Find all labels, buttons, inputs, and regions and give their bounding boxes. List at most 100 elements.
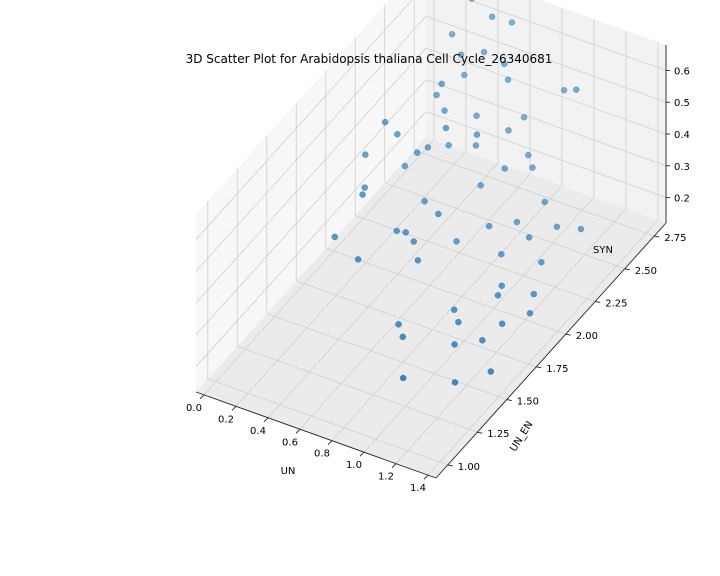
data-point <box>442 124 450 132</box>
data-point <box>513 218 521 226</box>
x-tick-mark <box>199 394 205 400</box>
y-tick-mark <box>624 268 630 271</box>
y-grid-line <box>384 182 625 270</box>
data-point <box>461 71 468 79</box>
x-tick-mark <box>295 428 301 434</box>
y-tick-label: 2.25 <box>605 298 627 309</box>
data-point <box>399 333 407 341</box>
y-tick-mark <box>506 399 512 401</box>
data-point <box>473 112 480 119</box>
z-grid-line <box>425 15 667 103</box>
data-point <box>450 306 458 313</box>
x-tick-label: 0.2 <box>218 414 234 425</box>
data-point <box>485 222 493 230</box>
data-point <box>394 131 401 138</box>
x-tick-mark <box>263 417 269 423</box>
x-grid-line <box>363 196 595 453</box>
data-point <box>525 151 532 159</box>
y-tick-mark <box>447 464 453 467</box>
y-tick-label: 1.25 <box>487 429 509 440</box>
data-point <box>520 113 528 121</box>
z-tick-label: 0.3 <box>674 162 690 173</box>
y-grid-line <box>266 313 507 400</box>
z-grid-line <box>425 79 667 167</box>
data-point <box>505 127 512 134</box>
data-point <box>501 60 508 68</box>
data-point <box>504 76 512 83</box>
chart-title: 3D Scatter Plot for Arabidopsis thaliana… <box>186 52 553 66</box>
x-grid-line <box>203 139 435 396</box>
data-point <box>538 258 545 266</box>
x-tick-label: 1.2 <box>378 472 394 483</box>
y-grid-line <box>237 345 478 433</box>
y-tick-label: 1.00 <box>458 462 480 473</box>
data-point <box>451 341 458 348</box>
z-tick-label: 0.6 <box>674 66 690 77</box>
data-point <box>399 374 407 382</box>
data-point <box>541 198 548 206</box>
y-tick-mark <box>654 235 660 238</box>
y-axis-line <box>435 222 667 479</box>
data-point <box>488 13 496 21</box>
z-axis-label: SYN <box>593 245 613 256</box>
data-point <box>441 107 448 114</box>
data-point <box>433 91 440 99</box>
y-grid-line <box>414 149 655 237</box>
data-point <box>395 321 402 328</box>
data-point <box>402 229 409 236</box>
data-point <box>455 318 462 326</box>
side-pane <box>196 0 426 392</box>
data-point <box>530 290 537 298</box>
data-point <box>472 142 480 149</box>
z-tick-label: 0.4 <box>674 130 690 141</box>
x-grid-line <box>395 208 627 464</box>
x-tick-label: 1.0 <box>346 460 362 471</box>
data-point <box>498 282 505 290</box>
y-tick-mark <box>477 431 483 434</box>
x-tick-label: 0.4 <box>250 426 266 437</box>
data-point <box>414 257 422 264</box>
floor-pane <box>196 137 666 478</box>
y-tick-label: 2.00 <box>576 331 598 342</box>
z-grid-line <box>195 0 413 240</box>
data-point <box>560 86 568 94</box>
y-grid-line <box>207 378 448 466</box>
data-point <box>361 184 368 191</box>
z-grid-line <box>425 111 667 198</box>
x-tick-mark <box>327 440 333 446</box>
data-point <box>453 238 460 245</box>
x-tick-label: 1.4 <box>410 483 426 494</box>
data-point <box>526 309 534 317</box>
data-point <box>487 368 495 375</box>
y-axis-label: UN_EN <box>508 420 535 454</box>
data-point <box>473 131 481 138</box>
x-grid-line <box>235 151 467 407</box>
data-points <box>331 0 585 386</box>
data-point <box>438 80 445 88</box>
y-grid-line <box>296 280 537 368</box>
x-tick-mark <box>231 406 237 411</box>
data-point <box>448 30 456 38</box>
data-point <box>421 198 428 205</box>
data-point <box>451 379 459 386</box>
data-point <box>577 225 585 233</box>
z-grid-line <box>425 47 667 135</box>
z-tick-label: 0.2 <box>674 194 690 205</box>
data-point <box>457 51 465 58</box>
data-point <box>435 210 442 218</box>
data-point <box>354 256 362 263</box>
data-point <box>331 233 338 241</box>
data-point <box>477 182 484 189</box>
x-grid-line <box>331 185 563 442</box>
data-point <box>494 292 502 299</box>
x-axis-label: UN <box>281 466 296 477</box>
back-pane <box>426 0 666 223</box>
data-point <box>359 191 366 198</box>
z-grid-line <box>195 111 427 367</box>
data-point <box>529 164 536 171</box>
x-tick-mark <box>423 474 429 480</box>
z-grid-line <box>195 47 427 304</box>
y-tick-label: 2.75 <box>664 233 686 244</box>
y-tick-label: 1.50 <box>517 397 539 408</box>
